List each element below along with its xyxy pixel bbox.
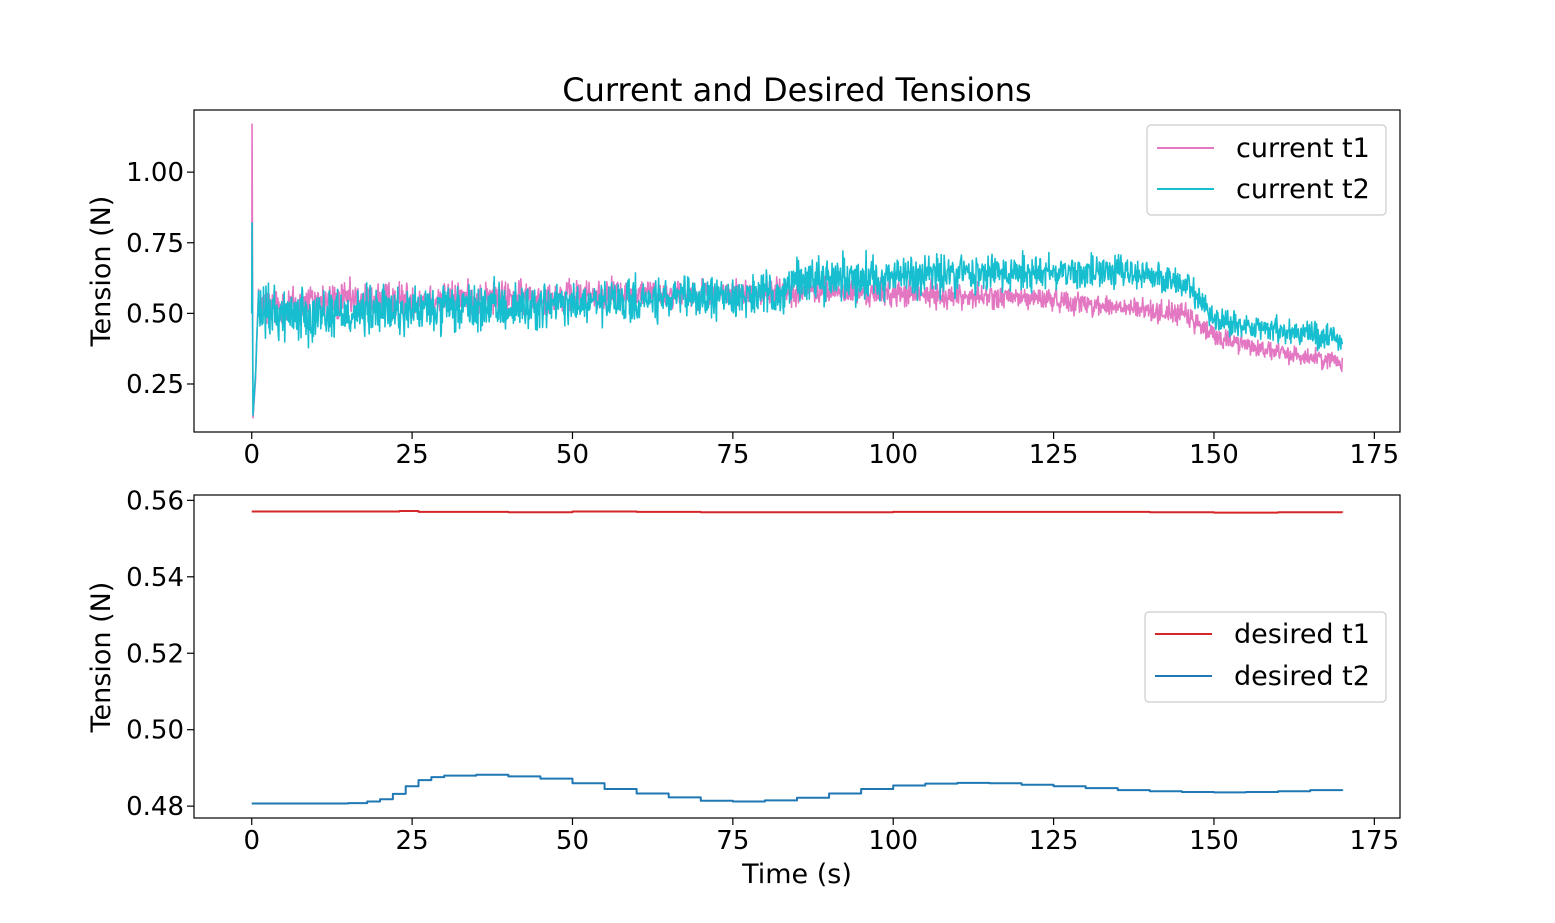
bottom-legend: desired t1 desired t2 [1144, 611, 1387, 703]
top-series-lines [250, 123, 1344, 419]
top-legend: current t1 current t2 [1146, 124, 1387, 216]
legend-label-current-t2: current t2 [1236, 174, 1370, 205]
bottom-x-tick-label: 100 [868, 826, 918, 856]
top-x-tick-label: 25 [396, 440, 429, 470]
bottom-x-tick-label: 125 [1029, 826, 1079, 856]
series-line-current-t1 [250, 123, 1344, 419]
top-y-axis-label: Tension (N) [86, 196, 117, 348]
bottom-y-tick-label: 0.50 [126, 716, 184, 746]
x-axis-label: Time (s) [741, 859, 852, 890]
top-x-tick-label: 75 [716, 440, 749, 470]
top-x-tick-label: 0 [243, 440, 260, 470]
series-line-desired-t2 [251, 773, 1344, 805]
figure-title: Current and Desired Tensions [562, 71, 1031, 109]
series-line-desired-t1 [251, 510, 1344, 514]
bottom-y-tick-label: 0.54 [126, 563, 184, 593]
bottom-x-tick-label: 175 [1350, 826, 1400, 856]
bottom-x-ticks: 0 25 50 75 100 125 150 175 [243, 818, 1399, 856]
top-y-ticks: 0.25 0.50 0.75 1.00 [126, 158, 194, 400]
top-x-tick-label: 100 [868, 440, 918, 470]
top-x-tick-label: 50 [556, 440, 589, 470]
axes-bottom-plot: 0 25 50 75 100 125 150 175 0.48 0.50 0.52 0.54 0.56… [86, 486, 1401, 890]
series-line-current-t2 [250, 222, 1344, 416]
top-y-tick-label: 1.00 [126, 158, 184, 188]
axes-top-plot: 0 25 50 75 100 125 150 175 0.25 0.50 0.75 1.00 Ten… [86, 109, 1401, 470]
bottom-y-tick-label: 0.48 [126, 792, 184, 822]
bottom-y-axis-label: Tension (N) [86, 582, 117, 734]
top-y-tick-label: 0.75 [126, 229, 184, 259]
bottom-series-lines [251, 510, 1344, 805]
legend-label-desired-t1: desired t1 [1234, 619, 1370, 650]
bottom-x-tick-label: 75 [716, 826, 749, 856]
top-x-tick-label: 175 [1350, 440, 1400, 470]
bottom-y-ticks: 0.48 0.50 0.52 0.54 0.56 [126, 486, 194, 822]
bottom-x-tick-label: 150 [1189, 826, 1239, 856]
top-y-tick-label: 0.25 [126, 370, 184, 400]
bottom-x-tick-label: 25 [396, 826, 429, 856]
bottom-y-tick-label: 0.56 [126, 486, 184, 516]
legend-label-current-t1: current t1 [1236, 133, 1370, 164]
top-y-tick-label: 0.50 [126, 299, 184, 329]
bottom-axes-frame [193, 494, 1401, 819]
top-x-ticks: 0 25 50 75 100 125 150 175 [243, 432, 1399, 470]
bottom-x-tick-label: 0 [243, 826, 260, 856]
top-axes-frame [193, 109, 1401, 433]
bottom-x-tick-label: 50 [556, 826, 589, 856]
top-x-tick-label: 125 [1029, 440, 1079, 470]
legend-label-desired-t2: desired t2 [1234, 661, 1370, 692]
top-x-tick-label: 150 [1189, 440, 1239, 470]
bottom-y-tick-label: 0.52 [126, 639, 184, 669]
